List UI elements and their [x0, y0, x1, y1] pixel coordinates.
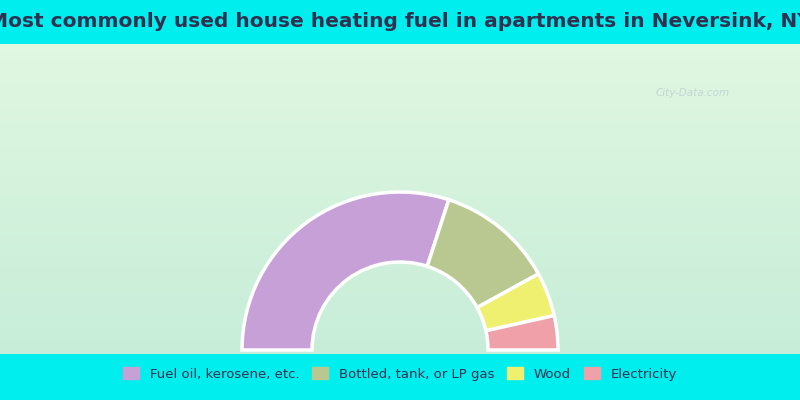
Text: City-Data.com: City-Data.com	[656, 88, 730, 98]
Wedge shape	[486, 316, 558, 350]
Wedge shape	[242, 192, 449, 350]
Legend: Fuel oil, kerosene, etc., Bottled, tank, or LP gas, Wood, Electricity: Fuel oil, kerosene, etc., Bottled, tank,…	[119, 363, 681, 385]
Text: Most commonly used house heating fuel in apartments in Neversink, NY: Most commonly used house heating fuel in…	[0, 12, 800, 31]
Wedge shape	[427, 200, 538, 308]
Wedge shape	[477, 274, 554, 331]
